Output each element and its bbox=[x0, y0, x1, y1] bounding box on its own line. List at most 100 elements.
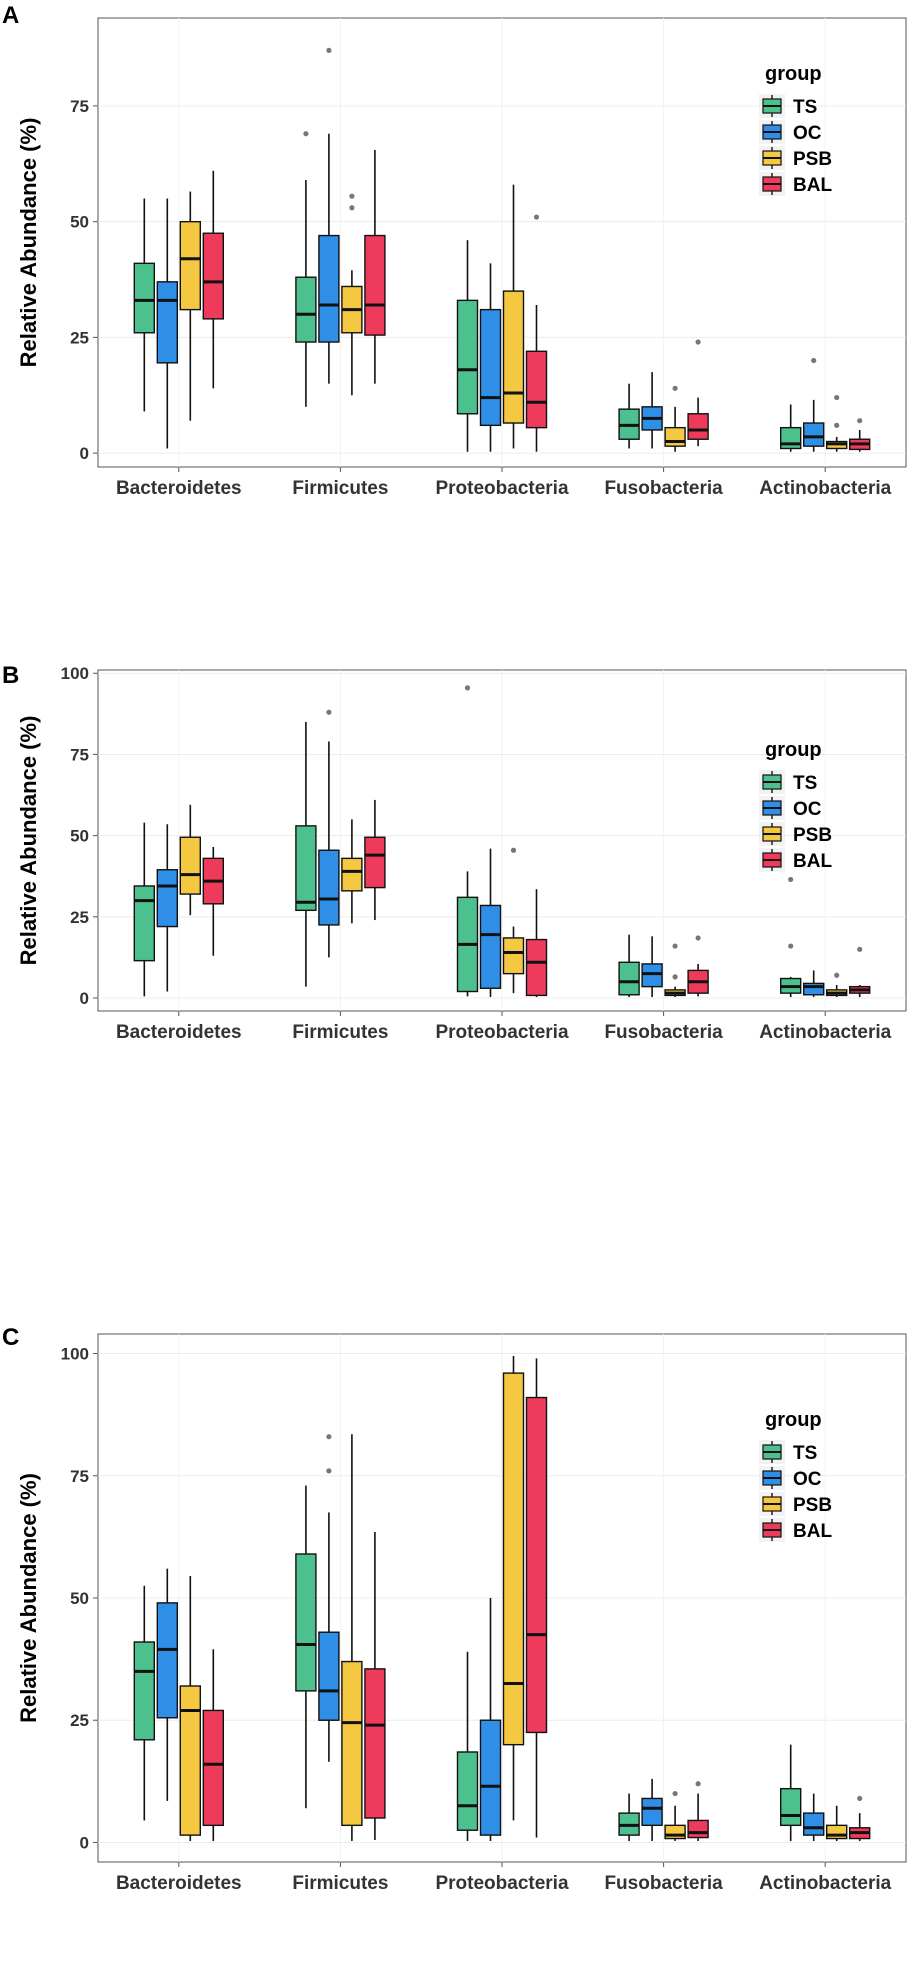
legend-label-psb: PSB bbox=[793, 825, 832, 846]
outlier-point bbox=[672, 974, 678, 980]
y-tick-label: 75 bbox=[70, 745, 89, 764]
box-body bbox=[295, 1553, 317, 1692]
box-psb bbox=[502, 184, 525, 449]
outlier-point bbox=[464, 685, 471, 691]
box-body bbox=[525, 1396, 548, 1734]
y-tick-label: 0 bbox=[80, 989, 89, 1008]
x-tick-label: Proteobacteria bbox=[435, 1022, 568, 1043]
box-oc bbox=[641, 1778, 663, 1841]
box-body bbox=[341, 1660, 363, 1827]
box-body bbox=[641, 1797, 663, 1827]
box-bal bbox=[525, 214, 548, 452]
box-body bbox=[202, 232, 225, 320]
outlier-point bbox=[349, 205, 355, 211]
box-bal bbox=[687, 935, 709, 997]
box-psb bbox=[502, 1356, 525, 1821]
outlier-point bbox=[326, 1434, 332, 1440]
y-axis-label: Relative Abundance (%) bbox=[16, 716, 41, 966]
box-body bbox=[502, 1372, 525, 1746]
box-body bbox=[641, 963, 663, 988]
box-psb bbox=[179, 804, 202, 916]
box-psb bbox=[341, 819, 363, 924]
legend-title: group bbox=[765, 63, 822, 85]
box-bal bbox=[525, 1358, 548, 1838]
box-ts bbox=[618, 1793, 640, 1841]
box-oc bbox=[803, 970, 825, 998]
box-body bbox=[525, 938, 548, 997]
box-body bbox=[156, 281, 179, 364]
legend-label-psb: PSB bbox=[793, 149, 832, 170]
box-body bbox=[202, 1709, 225, 1827]
panel-c: C 0 25 50 75 100 Relative Abundance (%) Bacter… bbox=[0, 1320, 913, 1983]
outlier-point bbox=[857, 946, 863, 952]
boxplot-chart-c: 0 25 50 75 100 Relative Abundance (%) Bacteroi… bbox=[16, 1333, 907, 1894]
box-psb bbox=[341, 1434, 363, 1841]
box-body bbox=[687, 1819, 709, 1839]
y-tick-label: 100 bbox=[61, 664, 89, 683]
panel-letter: C bbox=[2, 1324, 20, 1351]
y-axis-label: Relative Abundance (%) bbox=[16, 1473, 41, 1723]
x-tick-label: Bacteroidetes bbox=[116, 478, 242, 499]
legend-label-bal: BAL bbox=[793, 175, 832, 196]
box-body bbox=[780, 1787, 802, 1827]
box-ts bbox=[618, 934, 640, 998]
box-oc bbox=[803, 357, 825, 452]
box-ts bbox=[133, 1585, 156, 1821]
box-body bbox=[133, 1641, 156, 1741]
box-psb bbox=[826, 1805, 848, 1841]
legend-label-psb: PSB bbox=[793, 1495, 832, 1516]
box-body bbox=[479, 1719, 502, 1836]
outlier-point bbox=[834, 394, 840, 401]
outlier-point bbox=[857, 1795, 863, 1802]
box-body bbox=[156, 1602, 179, 1719]
box-body bbox=[456, 1751, 479, 1831]
box-ts bbox=[456, 240, 479, 452]
legend-label-ts: TS bbox=[793, 1443, 817, 1464]
box-bal bbox=[202, 170, 225, 389]
y-tick-label: 25 bbox=[70, 1711, 89, 1730]
box-bal bbox=[687, 339, 709, 447]
outlier-point bbox=[695, 1781, 701, 1787]
box-bal bbox=[364, 149, 386, 384]
y-tick-label: 50 bbox=[70, 1589, 89, 1608]
y-tick-label: 50 bbox=[70, 213, 89, 232]
outlier-point bbox=[672, 385, 678, 391]
box-body bbox=[295, 825, 317, 912]
box-body bbox=[525, 350, 548, 429]
x-tick-label: Actinobacteria bbox=[759, 1873, 891, 1894]
box-ts bbox=[780, 1744, 802, 1841]
box-bal bbox=[364, 1532, 386, 1840]
box-body bbox=[156, 869, 179, 928]
box-psb bbox=[179, 1576, 202, 1841]
box-ts bbox=[456, 685, 479, 997]
box-body bbox=[318, 849, 340, 926]
x-tick-label: Firmicutes bbox=[292, 478, 388, 499]
legend-title: group bbox=[765, 739, 822, 761]
outlier-point bbox=[695, 935, 701, 941]
panel-letter: A bbox=[2, 2, 20, 29]
y-tick-label: 75 bbox=[70, 97, 89, 116]
outlier-point bbox=[834, 972, 840, 978]
y-tick-label: 0 bbox=[80, 1833, 89, 1852]
box-body bbox=[479, 308, 502, 427]
box-psb bbox=[664, 943, 686, 998]
box-body bbox=[364, 836, 386, 889]
box-body bbox=[318, 234, 340, 343]
box-body bbox=[341, 857, 363, 892]
y-tick-label: 25 bbox=[70, 908, 89, 927]
y-tick-label: 50 bbox=[70, 827, 89, 846]
panel-letter: B bbox=[2, 662, 20, 689]
box-body bbox=[803, 982, 825, 996]
box-psb bbox=[341, 193, 363, 396]
box-body bbox=[479, 904, 502, 989]
box-bal bbox=[849, 946, 871, 998]
box-body bbox=[179, 836, 202, 895]
box-body bbox=[318, 1631, 340, 1721]
box-oc bbox=[479, 848, 502, 998]
box-body bbox=[179, 1685, 202, 1836]
box-body bbox=[803, 422, 825, 447]
outlier-point bbox=[326, 1468, 332, 1474]
box-ts bbox=[295, 721, 317, 987]
outlier-point bbox=[533, 214, 540, 220]
box-oc bbox=[803, 1793, 825, 1841]
